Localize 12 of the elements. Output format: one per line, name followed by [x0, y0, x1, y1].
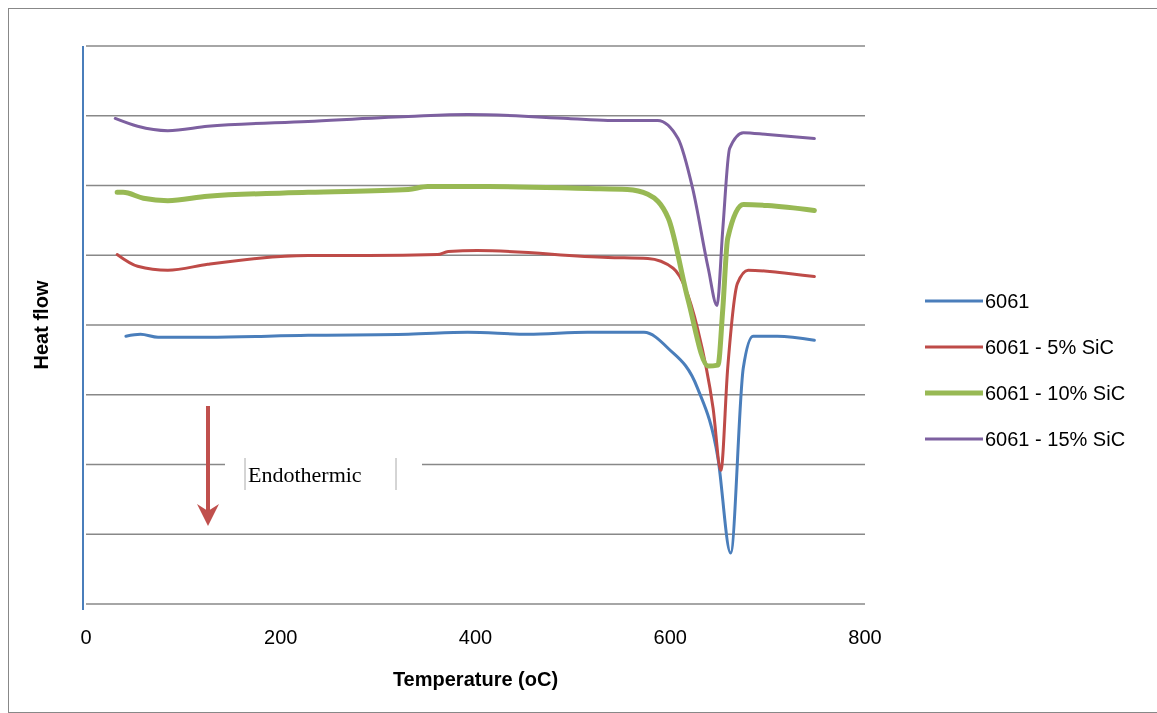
legend-label: 6061 - 10% SiC	[985, 382, 1126, 404]
legend-label: 6061	[985, 290, 1030, 312]
annotation: Endothermic	[248, 462, 362, 487]
legend-label: 6061 - 15% SiC	[985, 428, 1126, 450]
x-tick-label: 600	[653, 626, 687, 648]
x-tick-label: 0	[80, 626, 92, 648]
x-axis-title: Temperature (oC)	[392, 668, 559, 690]
x-tick-label: 800	[848, 626, 882, 648]
legend-label: 6061 - 5% SiC	[985, 336, 1114, 358]
x-tick-label: 200	[264, 626, 298, 648]
y-axis-title: Heat flow	[30, 280, 52, 370]
x-tick-label: 400	[458, 626, 493, 648]
